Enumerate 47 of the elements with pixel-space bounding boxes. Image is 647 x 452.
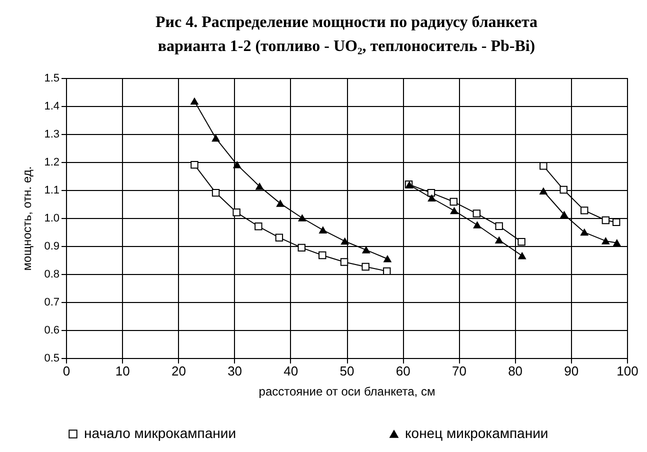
x-tick-label: 60 — [396, 364, 410, 378]
point — [232, 208, 240, 216]
point — [212, 134, 220, 142]
y-tick-label: 0.5 — [44, 352, 60, 364]
point — [190, 98, 198, 105]
point — [340, 238, 349, 245]
x-tick-label: 0 — [62, 364, 70, 378]
x-tick-label: 10 — [115, 364, 130, 378]
x-tick-label: 80 — [508, 364, 523, 378]
point — [256, 182, 264, 190]
y-tick-label: 1.1 — [44, 184, 60, 196]
point — [318, 251, 326, 260]
x-tick-label: 70 — [452, 364, 466, 378]
point — [275, 234, 284, 242]
point — [233, 161, 241, 168]
y-tick-label: 1.4 — [44, 100, 60, 112]
x-tick-label: 90 — [564, 364, 579, 378]
point — [254, 222, 262, 230]
point — [384, 255, 392, 262]
point — [319, 226, 327, 234]
point — [190, 160, 198, 169]
y-tick-label: 1.2 — [44, 156, 60, 168]
point — [540, 162, 548, 170]
y-tick-label: 1.3 — [44, 128, 60, 140]
y-tick-label: 1.0 — [44, 212, 60, 224]
y-axis-title: мощность, отн. ед. — [20, 166, 34, 271]
point — [212, 188, 220, 197]
y-tick-label: 0.9 — [44, 240, 60, 252]
y-tick-label: 1.5 — [44, 72, 60, 84]
y-tick-label: 0.7 — [44, 296, 60, 308]
x-tick-label: 40 — [284, 364, 298, 378]
y-tick-label: 0.6 — [44, 324, 60, 336]
legend-label: конец микрокампании — [405, 425, 548, 441]
x-tick-label: 100 — [616, 364, 638, 378]
x-tick-label: 20 — [171, 364, 186, 378]
y-tick-label: 0.8 — [44, 268, 60, 280]
x-tick-label: 30 — [228, 364, 242, 378]
x-tick-label: 50 — [340, 364, 354, 378]
x-axis-title: расстояние от оси бланкета, см — [258, 384, 436, 398]
point — [276, 200, 284, 207]
point — [362, 262, 370, 271]
chart-title: Рис 4. Распределение мощности по радиусу бланкета варианта 1-2 (топливо - UO₂, теплоноситель - Pb-Bi) — [156, 14, 538, 55]
legend-label: начало микрокампании — [84, 425, 236, 441]
point — [362, 246, 370, 254]
point — [340, 258, 348, 266]
point — [298, 244, 306, 252]
point — [298, 214, 306, 222]
